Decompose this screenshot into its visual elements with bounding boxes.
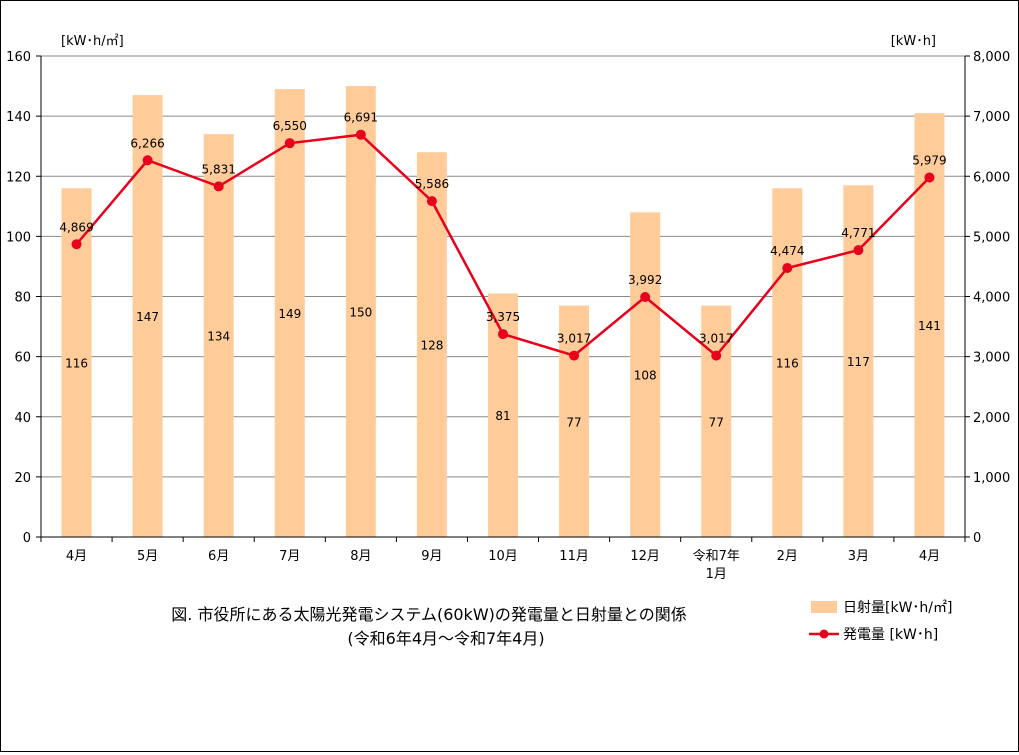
left-tick-label: 160 [6,50,31,65]
x-tick-label: 4月 [66,549,87,564]
data-labels: 116 147 134 149 150 128 81 77 108 77 116 117 141 4,86… [59,111,946,430]
line-value-label: 5,979 [912,154,946,168]
bars-series [61,86,945,538]
line-point [640,291,651,302]
bar-value-label: 81 [495,409,510,423]
line-point [711,350,722,361]
x-tick-label: 令和7年 1月 [693,549,740,582]
left-tick-label: 80 [14,291,31,306]
line-point [426,196,437,207]
bar [132,95,163,538]
right-tick-label: 7,000 [973,110,1010,125]
right-tick-label: 8,000 [973,50,1010,65]
x-tick-label: 8月 [350,549,371,564]
left-tick-label: 100 [6,230,31,245]
line-point [498,329,508,340]
line-point [71,239,82,250]
bar-value-label: 150 [349,306,372,320]
left-tick-label: 140 [6,110,31,125]
bar-value-label: 116 [776,357,799,371]
line-value-label: 3,375 [486,310,520,324]
bar-value-label: 116 [65,357,88,371]
line-point [355,129,366,140]
x-tick-label: 2月 [777,549,798,564]
bar [772,188,803,537]
legend-line-marker [819,629,829,639]
line-value-label: 3,017 [699,332,733,346]
bar [630,212,661,537]
bar-value-label: 147 [136,310,159,324]
right-tick-label: 0 [973,531,981,546]
axes: 0 20 40 60 80 100 120 140 160 0 1,000 2,000 3,000 4,0… [6,50,1010,582]
line-value-label: 3,017 [557,332,591,346]
x-tick-label: 9月 [421,549,442,564]
x-tick-label: 7月 [279,549,300,564]
bar-value-label: 128 [420,339,443,353]
legend-bar-swatch [811,601,837,613]
line-point [924,172,935,183]
line-value-label: 4,869 [59,220,93,234]
line-point [569,350,580,361]
line-point [782,263,793,274]
bar-value-label: 77 [566,415,581,429]
line-value-label: 6,266 [130,136,164,150]
left-axis-unit: [kW･h/㎡] [61,34,124,49]
bar-value-label: 77 [709,415,724,429]
line-value-label: 3,992 [628,273,662,287]
x-tick-label: 5月 [137,549,158,564]
bar-value-label: 108 [634,369,657,383]
line-value-label: 5,586 [415,177,449,191]
x-tick-label: 6月 [208,549,229,564]
right-tick-label: 6,000 [973,170,1010,185]
legend-line-label: 発電量 [kW･h] [843,627,938,643]
left-tick-label: 40 [14,411,31,426]
bar [345,86,376,537]
right-tick-label: 2,000 [973,411,1010,426]
line-point [142,155,153,166]
right-axis-unit: [kW･h] [891,34,936,49]
bar-value-label: 117 [847,355,870,369]
line-value-label: 4,474 [770,244,804,258]
legend: 日射量[kW･h/㎡] 発電量 [kW･h] [809,600,952,643]
bar [914,113,945,538]
line-series [71,129,935,361]
left-tick-label: 120 [6,170,31,185]
line-point [853,245,864,256]
bar [559,305,590,537]
bar [416,152,447,537]
x-tick-label: 10月 [488,549,518,564]
x-tick-label: 12月 [630,549,660,564]
line-point [213,181,224,192]
left-tick-label: 60 [14,351,31,366]
bar-value-label: 149 [278,307,301,321]
line-value-label: 6,691 [344,111,378,125]
chart-subtitle: (令和6年4月～令和7年4月) [347,629,544,648]
bar [274,89,305,537]
x-tick-label: 4月 [919,549,940,564]
chart-title: 図. 市役所にある太陽光発電システム(60kW)の発電量と日射量との関係 [171,605,686,624]
line-value-label: 4,771 [841,226,875,240]
line-value-label: 6,550 [273,119,307,133]
right-tick-label: 1,000 [973,471,1010,486]
right-tick-label: 4,000 [973,291,1010,306]
bar-value-label: 134 [207,330,230,344]
right-tick-label: 3,000 [973,351,1010,366]
bar [843,185,874,538]
line-point [284,138,295,149]
x-tick-label: 11月 [559,549,589,564]
x-tick-label: 3月 [848,549,869,564]
left-tick-label: 0 [23,531,31,546]
bar-value-label: 141 [918,319,941,333]
legend-bar-label: 日射量[kW･h/㎡] [843,600,952,616]
left-tick-label: 20 [14,471,31,486]
line-value-label: 5,831 [202,162,236,176]
bar [203,134,234,537]
right-tick-label: 5,000 [973,230,1010,245]
